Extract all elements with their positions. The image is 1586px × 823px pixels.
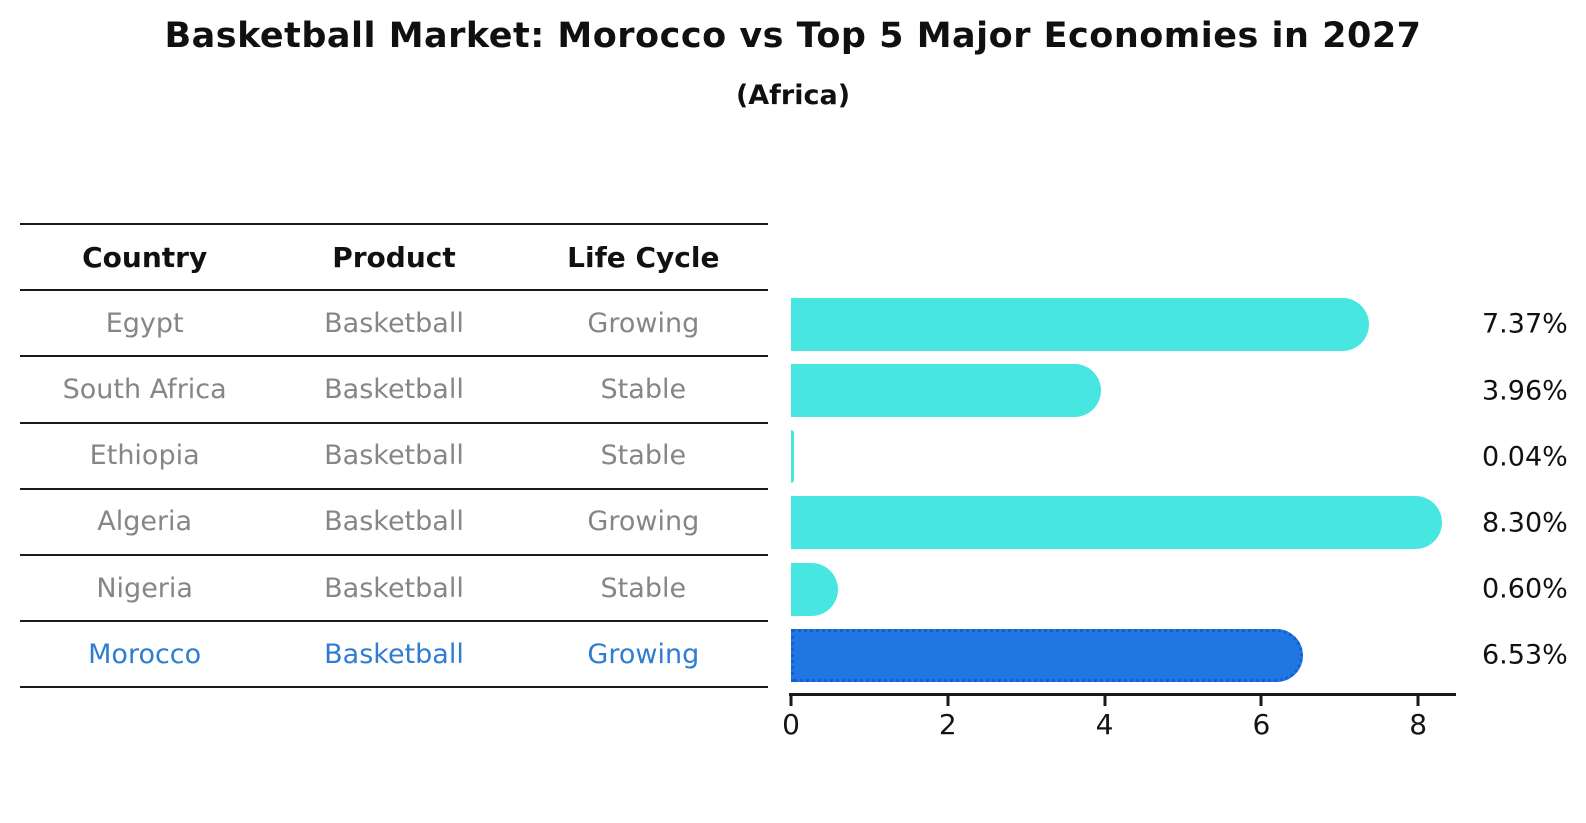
bar-value-label-ethiopia: 0.04% — [1482, 441, 1568, 473]
cell-life-cycle: Growing — [587, 307, 700, 339]
table-row-nigeria: Nigeria Basketball Stable — [20, 556, 768, 623]
table-row-south-africa: South Africa Basketball Stable — [20, 357, 768, 424]
table-row-egypt: Egypt Basketball Growing — [20, 291, 768, 358]
cell-product: Basketball — [324, 440, 464, 472]
cell-product: Basketball — [324, 373, 464, 405]
column-header-life-cycle: Life Cycle — [567, 240, 720, 274]
bar-value-label-algeria: 8.30% — [1482, 507, 1568, 539]
cell-country: Morocco — [88, 638, 202, 670]
table-row-algeria: Algeria Basketball Growing — [20, 490, 768, 556]
cell-country: South Africa — [62, 373, 227, 405]
cell-product: Basketball — [324, 572, 464, 604]
table-header-row: Country Product Life Cycle — [20, 225, 768, 292]
bar-nigeria — [791, 562, 839, 616]
bar-morocco — [791, 628, 1303, 682]
x-axis-line — [789, 693, 1456, 696]
table-row-ethiopia: Ethiopia Basketball Stable — [20, 424, 768, 490]
x-tick-label-0: 0 — [782, 708, 800, 741]
x-tick-6 — [1259, 696, 1263, 706]
x-tick-label-2: 2 — [938, 708, 957, 741]
x-tick-4 — [1103, 696, 1107, 706]
column-header-country: Country — [82, 240, 208, 274]
cell-country: Algeria — [97, 506, 193, 538]
x-tick-label-8: 8 — [1409, 708, 1428, 741]
column-header-product: Product — [332, 240, 456, 274]
bar-egypt — [791, 297, 1369, 351]
cell-life-cycle: Stable — [600, 440, 687, 472]
cell-life-cycle: Stable — [600, 572, 687, 604]
bar-value-label-egypt: 7.37% — [1482, 308, 1568, 340]
cell-life-cycle: Stable — [600, 373, 687, 405]
cell-product: Basketball — [324, 638, 464, 670]
cell-product: Basketball — [324, 307, 464, 339]
cell-country: Nigeria — [96, 572, 193, 604]
bar-value-label-south-africa: 3.96% — [1482, 375, 1568, 406]
cell-country: Egypt — [105, 307, 184, 339]
x-tick-label-4: 4 — [1095, 708, 1114, 741]
x-tick-0 — [789, 696, 793, 706]
bar-value-label-nigeria: 0.60% — [1482, 573, 1568, 605]
bar-value-label-morocco: 6.53% — [1482, 639, 1568, 671]
bar-south-africa — [791, 364, 1102, 417]
table-body: Egypt Basketball Growing South Africa Basket… — [20, 291, 768, 689]
cell-country: Ethiopia — [89, 440, 200, 472]
x-tick-8 — [1416, 696, 1420, 706]
bar-ethiopia — [791, 430, 795, 484]
cell-life-cycle: Growing — [587, 506, 700, 538]
chart-title: Basketball Market: Morocco vs Top 5 Majo… — [164, 16, 1422, 56]
x-tick-2 — [946, 696, 950, 706]
country-table: Country Product Life Cycle Egypt Basketba… — [20, 223, 768, 689]
table-row-morocco: Morocco Basketball Growing — [20, 622, 768, 689]
chart-subtitle: (Africa) — [735, 80, 851, 111]
cell-product: Basketball — [324, 506, 464, 538]
bar-algeria — [791, 496, 1442, 550]
cell-life-cycle: Growing — [587, 638, 700, 670]
x-tick-label-6: 6 — [1252, 708, 1271, 741]
